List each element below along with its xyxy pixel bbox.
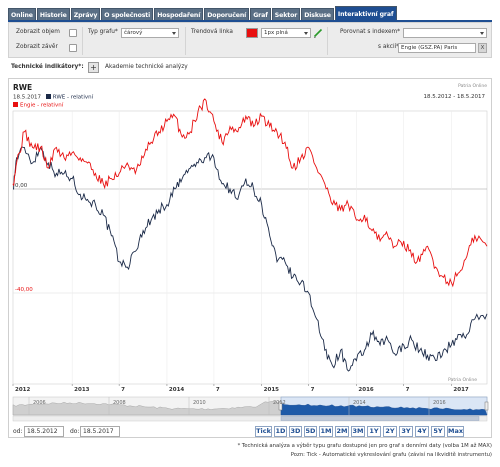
navigator-scroll-thumb [280,416,480,421]
range-button-2y[interactable]: 2Y [383,426,397,437]
navigator-scrollbar [12,415,488,422]
trend-color-swatch[interactable] [246,28,258,38]
tab-3[interactable]: O společnosti [101,8,154,21]
range-button-tick[interactable]: Tick [255,426,272,437]
chart-title: RWE [13,83,33,92]
legend-swatch-rwe [45,94,51,99]
legend-label-engie: Engie - relativní [20,102,64,109]
series-line-rwe [13,146,488,372]
chart-type-value: čárový [124,30,143,36]
x-tick-label: 7 [121,387,125,393]
legend-row-1: 18.5.2017 RWE - relativní [13,94,93,101]
x-tick-label: 2012 [15,387,30,393]
trend-line-label: Trendová linka [191,29,233,35]
add-indicator-button[interactable]: + [88,62,99,73]
x-tick-label: 2015 [264,387,279,393]
to-label: do: [70,428,80,435]
pencil-icon[interactable] [313,28,323,38]
from-date-input[interactable]: 18.5.2012 [24,426,64,437]
chart-type-label: Typ grafu* [88,29,118,35]
range-button-1d[interactable]: 1D [274,426,287,437]
navigator-window-area [280,402,488,416]
range-button-3m[interactable]: 3M [351,426,365,437]
tab-5[interactable]: Doporučení [204,8,250,21]
x-tick-label: 7 [216,387,220,393]
compare-stock-label: s akcií* [378,44,400,50]
x-tick-label: 7 [406,387,410,393]
navigator-year-label: 2014 [353,400,366,406]
legend-date: 18.5.2017 [13,94,41,101]
legend-label-rwe: RWE - relativní [52,94,94,101]
separator [327,27,328,55]
chevron-down-icon [480,32,484,35]
range-button-1m[interactable]: 1M [319,426,333,437]
range-button-1y[interactable]: 1Y [367,426,381,437]
watermark-bottom: Patria Online [448,378,477,383]
range-button-4y[interactable]: 4Y [415,426,429,437]
separator [185,27,186,55]
technical-indicators-row: Technické indikátory*: + Akademie techni… [8,61,492,75]
chart-options-panel: Zobrazit objem Zobrazit závěr Typ grafu*… [8,22,492,58]
y-tick-label: -40,00 [15,287,33,293]
navigator-year-label: 2006 [33,400,46,406]
navigator-year-label: 2016 [433,400,446,406]
chart-panel: RWE Patria Online 18.5.2017 RWE - relati… [8,78,492,438]
line-style-select[interactable]: 1px plná [261,28,311,38]
x-tick-label: 2017 [453,387,468,393]
navigator-year-label: 2010 [193,400,206,406]
show-volume-label: Zobrazit objem [16,29,60,35]
chevron-down-icon [172,32,176,35]
tab-0[interactable]: Online [8,8,36,21]
line-style-value: 1px plná [264,30,288,36]
chart-type-select[interactable]: čárový [121,28,179,38]
tab-9[interactable]: Interaktivní graf [334,6,397,21]
separator [82,27,83,55]
tab-6[interactable]: Graf [250,8,271,21]
note-tick: Pozn: Tick - Automatické vykreslování gr… [290,452,492,458]
tab-4[interactable]: Hospodaření [154,8,204,21]
show-volume-checkbox[interactable] [69,29,77,37]
tab-bar-underline [8,20,492,22]
x-tick-label: 2016 [358,387,373,393]
compare-stock-input[interactable]: Engie (GSZ.PA) Paris [398,43,476,53]
x-tick-label: 7 [311,387,315,393]
compare-stock-value: Engie (GSZ.PA) Paris [401,45,458,51]
compare-index-label: Porovnat s indexem* [340,29,401,35]
note-technical: * Technická analýza a výběr typu grafu d… [237,443,492,449]
line-chart[interactable]: 0,00 -40,00 2012 2013 7 2014 7 2015 7 2016 7 2017 2… [9,79,493,424]
academy-link[interactable]: Akademie technické analýzy [105,64,188,70]
y-tick-label: 0,00 [15,183,28,189]
range-button-3d[interactable]: 3D [289,426,302,437]
compare-index-select[interactable] [403,28,487,38]
tab-2[interactable]: Zprávy [70,8,101,21]
watermark-top: Patria Online [458,84,487,89]
x-tick-label: 2014 [169,387,184,393]
to-date-input[interactable]: 18.5.2017 [80,426,120,437]
technical-indicators-label: Technické indikátory*: [11,64,84,70]
range-button-5y[interactable]: 5Y [431,426,445,437]
tab-8[interactable]: Diskuse [301,8,334,21]
navigator-year-label: 2012 [273,400,286,406]
date-range-label: 18.5.2012 - 18.5.2017 [423,94,485,100]
range-button-5d[interactable]: 5D [304,426,317,437]
remove-compare-button[interactable]: X [478,43,487,53]
range-button-3y[interactable]: 3Y [399,426,413,437]
chevron-down-icon [304,32,308,35]
navigator-handle-right [484,401,489,411]
from-label: od: [13,428,23,435]
series-line-engie [12,98,488,288]
legend-row-2: Engie - relativní [13,102,63,109]
range-button-max[interactable]: Max [447,426,464,437]
x-tick-label: 2013 [74,387,89,393]
plot-area [12,110,488,385]
tab-7[interactable]: Sektor [271,8,301,21]
show-close-label: Zobrazit závěr [16,44,58,50]
range-button-2m[interactable]: 2M [335,426,349,437]
navigator-handle-left [278,401,283,411]
tab-1[interactable]: Historie [36,8,70,21]
legend-swatch-engie [13,102,18,107]
tab-bar: Online Historie Zprávy O společnosti Hospoda… [8,6,397,21]
show-close-checkbox[interactable] [69,44,77,52]
navigator-year-label: 2008 [113,400,126,406]
